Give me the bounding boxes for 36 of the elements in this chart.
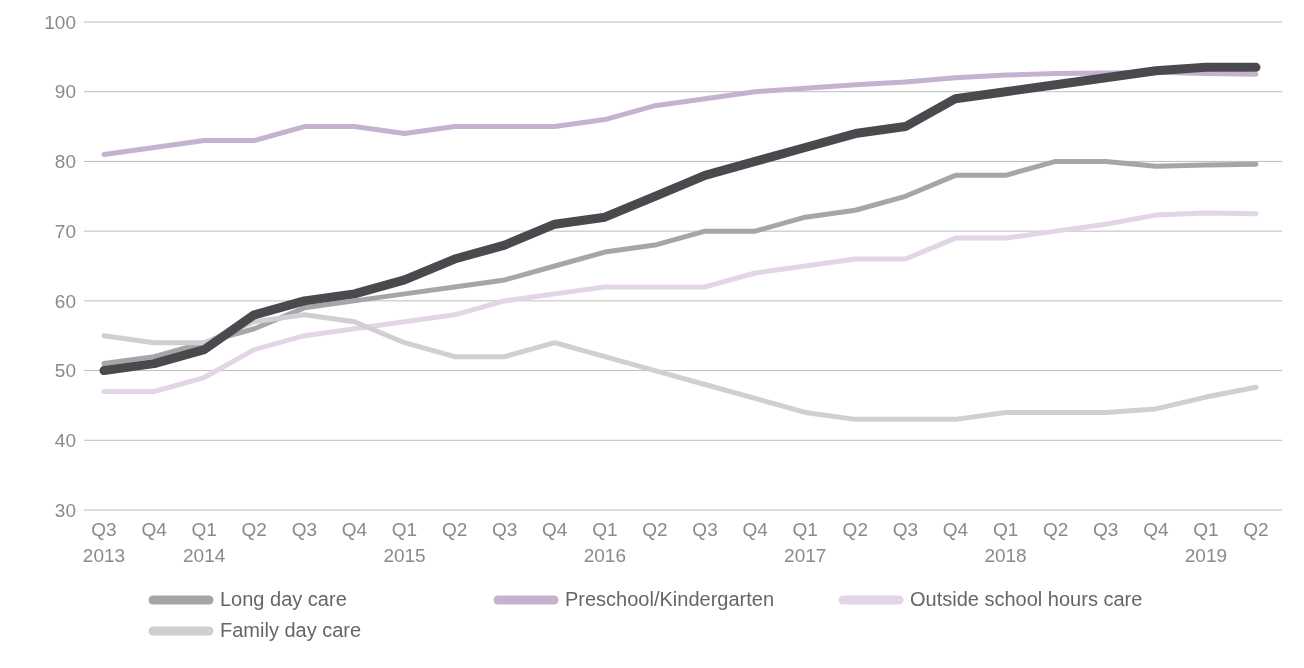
x-tick-label: Q3 (291, 519, 318, 540)
x-tick-label: Q4 (141, 519, 168, 540)
x-tick-label: Q3 2013 (82, 519, 126, 566)
y-tick-label: 90 (54, 81, 76, 103)
x-tick-label: Q4 (742, 519, 769, 540)
x-tick-label: Q3 (692, 519, 718, 540)
y-tick-label: 100 (44, 11, 76, 33)
y-tick-label: 60 (54, 290, 76, 312)
x-tick-label: Q1 2014 (183, 519, 226, 566)
legend-label: Long day care (220, 588, 347, 611)
x-tick-label: Q1 2018 (984, 519, 1027, 566)
x-tick-label: Q4 (942, 519, 969, 540)
x-tick-label: Q4 (542, 519, 568, 540)
x-tick-label: Q3 (1093, 519, 1119, 540)
x-tick-label: Q3 (492, 519, 518, 540)
x-tick-label: Q2 (842, 519, 868, 540)
x-tick-label: Q3 (892, 519, 919, 540)
x-tick-label: Q1 2016 (583, 519, 627, 566)
x-tick-label: Q2 (1243, 519, 1269, 540)
legend-label: Preschool/Kindergarten (565, 588, 775, 611)
y-tick-label: 70 (54, 220, 76, 242)
x-tick-label: Q4 (1143, 519, 1169, 540)
y-tick-label: 50 (54, 360, 76, 382)
x-tick-label: Q1 2019 (1184, 519, 1228, 566)
legend-label: Family day care (220, 619, 362, 642)
x-tick-label: Q1 2017 (784, 519, 827, 566)
y-tick-label: 40 (54, 430, 76, 452)
x-tick-label: Q2 (1042, 519, 1069, 540)
x-tick-label: Q1 2015 (383, 519, 426, 566)
x-tick-label: Q4 (341, 519, 368, 540)
y-tick-label: 30 (54, 499, 76, 521)
legend-label: Outside school hours care (910, 588, 1143, 611)
x-tick-label: Q2 (241, 519, 267, 540)
x-tick-label: Q2 (441, 519, 468, 540)
x-tick-label: Q2 (642, 519, 668, 540)
y-tick-label: 80 (54, 151, 76, 173)
